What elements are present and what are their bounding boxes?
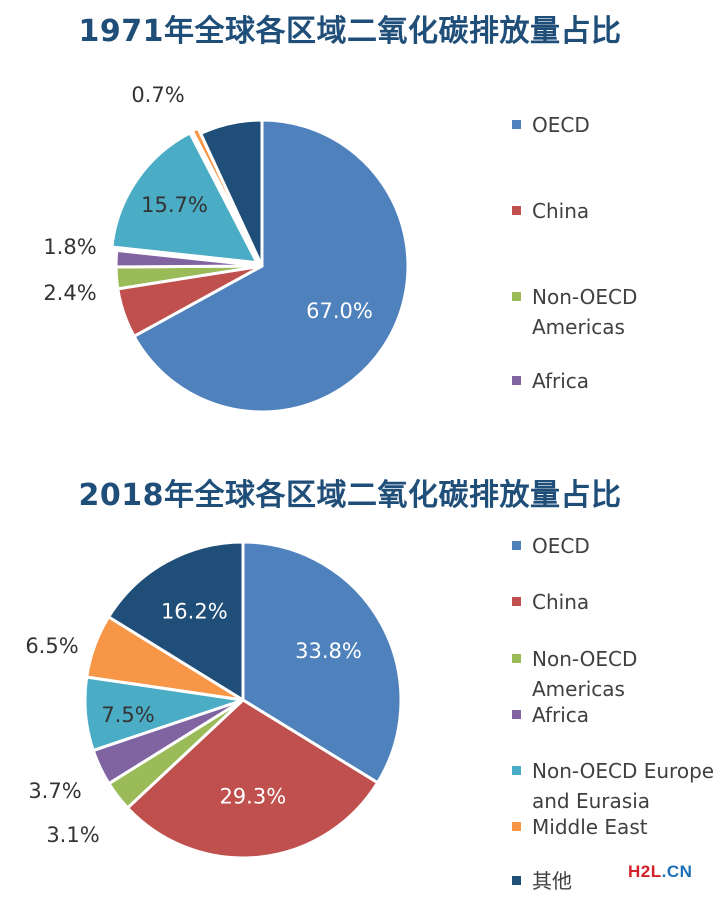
legend-label: China — [532, 590, 590, 614]
chart-1971-title: 1971年全球各区域二氧化碳排放量占比 — [78, 14, 622, 49]
pie-chart-1971: 67.0% 2.4% 1.8% 15.7% 0.7% — [43, 83, 410, 414]
pie-data-label: 29.3% — [219, 785, 286, 809]
pie-slice-segment-4 — [110, 131, 259, 265]
legend-label: Non-OECD Europe and Eurasia — [532, 759, 715, 813]
legend-swatch — [512, 376, 521, 385]
pie-data-label: 0.7% — [131, 83, 184, 107]
legend-label: China — [532, 199, 590, 223]
watermark-part-2: .CN — [661, 862, 693, 881]
pie-data-label: 15.7% — [141, 193, 208, 217]
legend-label: OECD — [532, 113, 590, 137]
legend-swatch — [512, 597, 521, 606]
legend-swatch — [512, 292, 521, 301]
pie-data-label: 6.5% — [25, 634, 78, 658]
legend-label: Non-OECD Americas — [532, 647, 638, 701]
legend-label: Middle East — [532, 815, 648, 839]
legend-label: 其他 — [532, 869, 572, 893]
legend-swatch — [512, 710, 521, 719]
legend-swatch — [512, 206, 521, 215]
legend-swatch — [512, 876, 521, 885]
legend-swatch — [512, 654, 521, 663]
pie-data-label: 3.1% — [46, 823, 99, 847]
legend-swatch — [512, 120, 521, 129]
pie-data-label: 2.4% — [43, 281, 96, 305]
chart-2018-title: 2018年全球各区域二氧化碳排放量占比 — [78, 478, 622, 513]
legend-label: OECD — [532, 534, 590, 558]
watermark-logo: H2L.CN — [628, 862, 692, 882]
pie-slice-oecd — [132, 118, 410, 414]
legend-swatch — [512, 766, 521, 775]
pie-data-label: 1.8% — [43, 235, 96, 259]
pie-chart-2018: 33.8% 29.3% 3.1% 3.7% 7.5% 6.5% 16.2% — [25, 540, 403, 860]
pie-data-label: 33.8% — [295, 639, 362, 663]
legend-label: Non-OECD Americas — [532, 285, 638, 339]
legend-label: Africa — [532, 369, 590, 393]
pie-data-label: 67.0% — [306, 299, 373, 323]
legend-label: Africa — [532, 703, 590, 727]
pie-slice-segment-6 — [199, 118, 264, 268]
pie-data-label: 3.7% — [28, 779, 81, 803]
pie-data-label: 7.5% — [101, 703, 154, 727]
legend-swatch — [512, 822, 521, 831]
watermark-part-1: H2L — [628, 862, 662, 881]
pie-data-label: 16.2% — [161, 600, 228, 624]
legend-swatch — [512, 541, 521, 550]
pie-slice-segment-6 — [107, 540, 245, 702]
pie-slice-africa — [114, 248, 264, 269]
pie-slice-china — [126, 698, 380, 860]
